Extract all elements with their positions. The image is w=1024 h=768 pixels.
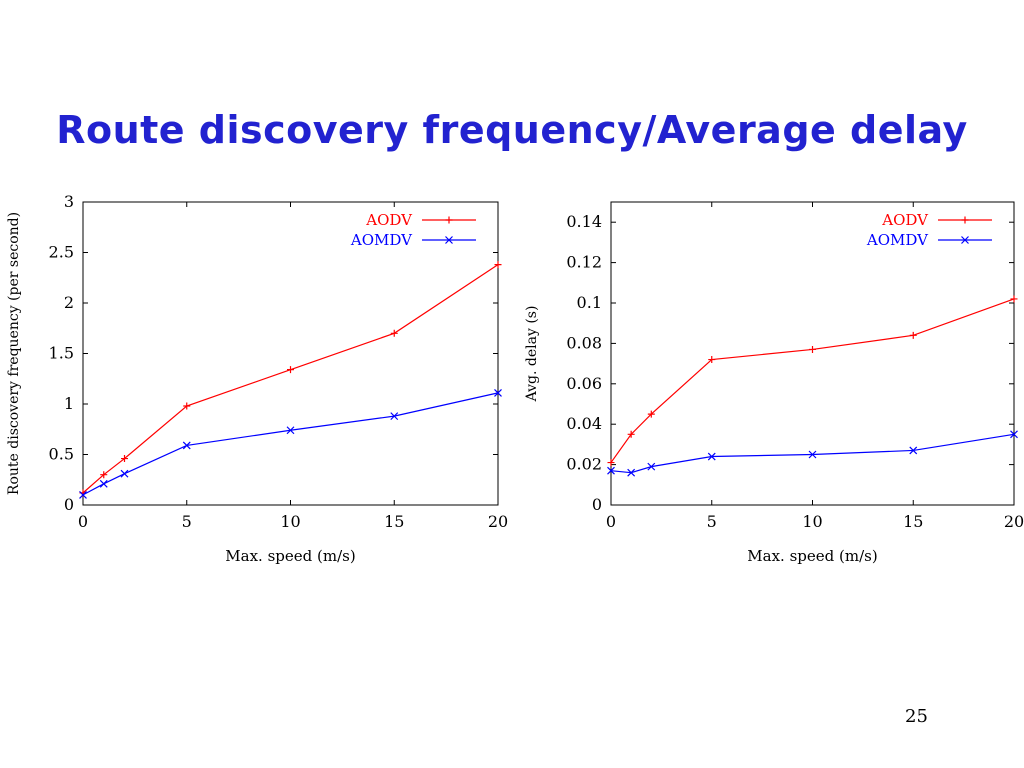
- y-tick-label: 0.08: [566, 333, 602, 352]
- x-tick-label: 0: [606, 512, 616, 531]
- aomdv-data-point: [182, 441, 191, 450]
- y-tick-label: 3: [64, 192, 74, 211]
- plot-frame: [610, 201, 1015, 506]
- legend-marker-aomdv: [445, 236, 453, 244]
- y-axis-label: Route discovery frequency (per second): [6, 212, 22, 495]
- aodv-data-point: [121, 455, 128, 463]
- legend-marker-aodv: [445, 216, 453, 224]
- aomdv-data-point: [286, 426, 295, 435]
- route-discovery-frequency-chart: 0 5 10 15 20 0 0.5 1 1.5 2 2.5 3 Max. speed (m/s) Rou…: [0, 188, 512, 568]
- aomdv-data-point: [647, 462, 656, 471]
- x-tick-label: 20: [488, 512, 508, 531]
- page-number: 25: [905, 706, 928, 727]
- aodv-data-point: [183, 402, 191, 410]
- y-tick-label: 0: [64, 495, 74, 514]
- aodv-data-point: [100, 471, 108, 479]
- y-tick-label: 2: [64, 293, 74, 312]
- aomdv-data-point: [909, 446, 918, 455]
- legend-marker-aomdv: [961, 236, 969, 244]
- x-tick-label: 0: [78, 512, 88, 531]
- slide-title: Route discovery frequency/Average delay: [56, 108, 968, 152]
- x-tick-label: 20: [1004, 512, 1024, 531]
- aodv-data-point: [1010, 295, 1018, 303]
- aodv-series-line: [82, 264, 499, 494]
- aodv-data-point: [607, 459, 615, 467]
- chart-left-svg: 0 5 10 15 20 0 0.5 1 1.5 2 2.5 3 Max. speed (m/s) Rou…: [6, 192, 508, 565]
- y-tick-label: 0.02: [566, 455, 602, 474]
- aomdv-data-point: [99, 479, 108, 488]
- y-tick-label: 0.14: [566, 212, 602, 231]
- legend-marker-aodv: [961, 216, 969, 224]
- aomdv-data-point: [79, 490, 87, 499]
- aomdv-series-line: [610, 433, 1015, 474]
- aomdv-data-point: [494, 388, 502, 397]
- average-delay-chart: 0 5 10 15 20 0 0.02 0.04 0.06 0.08 0.1 0.12 0.14 Max.…: [512, 188, 1024, 568]
- y-tick-label: 0: [592, 495, 602, 514]
- aomdv-data-point: [1010, 430, 1018, 439]
- x-tick-label: 15: [384, 512, 404, 531]
- x-axis-label: Max. speed (m/s): [225, 547, 355, 565]
- x-tick-label: 5: [707, 512, 717, 531]
- y-tick-label: 0.12: [566, 253, 602, 272]
- x-tick-label: 10: [280, 512, 300, 531]
- aomdv-data-point: [707, 452, 716, 461]
- aodv-data-point: [287, 366, 294, 374]
- y-tick-label: 1.5: [49, 344, 74, 363]
- y-tick-label: 0.5: [49, 445, 74, 464]
- aodv-data-point: [708, 356, 716, 364]
- aodv-data-point: [390, 329, 398, 337]
- chart-right-svg: 0 5 10 15 20 0 0.02 0.04 0.06 0.08 0.1 0.12 0.14 Max.…: [524, 201, 1024, 565]
- aodv-data-point: [809, 345, 816, 353]
- x-tick-label: 15: [903, 512, 923, 531]
- plot-frame: [82, 201, 499, 506]
- aodv-data-point: [909, 331, 917, 339]
- x-axis-label: Max. speed (m/s): [747, 547, 877, 565]
- x-tick-label: 10: [802, 512, 822, 531]
- aodv-data-point: [494, 261, 502, 269]
- legend-label-aomdv: AOMDV: [350, 231, 413, 249]
- aodv-data-point: [627, 430, 635, 438]
- y-tick-label: 2.5: [49, 243, 74, 262]
- legend-label-aomdv: AOMDV: [866, 231, 929, 249]
- legend-label-aodv: AODV: [881, 211, 929, 229]
- aomdv-data-point: [390, 412, 399, 421]
- y-tick-label: 0.04: [566, 414, 602, 433]
- aomdv-data-point: [808, 450, 817, 459]
- y-tick-label: 1: [64, 394, 74, 413]
- y-tick-label: 0.06: [566, 374, 602, 393]
- aodv-series-line: [610, 298, 1015, 463]
- aodv-data-point: [647, 410, 655, 418]
- y-axis-label: Avg. delay (s): [524, 306, 540, 403]
- aomdv-data-point: [627, 468, 636, 477]
- y-tick-label: 0.1: [577, 293, 602, 312]
- aomdv-series-line: [82, 392, 499, 496]
- aomdv-data-point: [120, 469, 129, 478]
- aomdv-data-point: [607, 466, 615, 475]
- x-tick-label: 5: [182, 512, 192, 531]
- legend-label-aodv: AODV: [365, 211, 413, 229]
